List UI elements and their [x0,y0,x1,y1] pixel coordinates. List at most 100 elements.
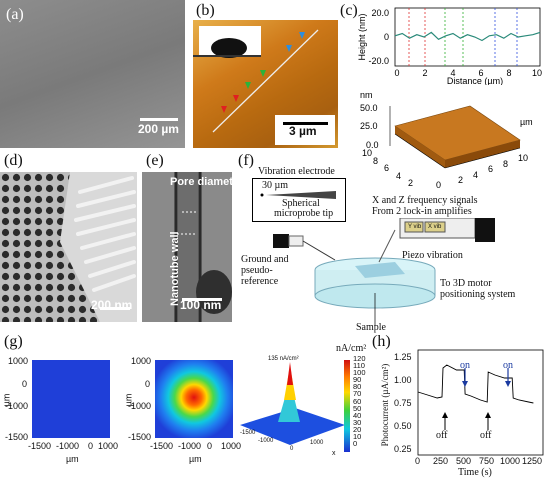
g2-ylabel: µm [123,393,134,407]
g3-tick-0: -1500 [240,430,256,436]
pore-diameter-label: Pore diameter [170,176,244,188]
h-ytick-2: 0.75 [394,398,412,408]
g3-xlabel: x [332,450,336,457]
sem-image-a [0,0,185,148]
c-xtick-3: 6 [478,68,483,78]
cb-3: 90 [353,375,362,385]
h-ytick-0: 1.25 [394,352,412,362]
surf-y-5: 10 [518,153,528,163]
afm-overlay-b [193,26,335,145]
cb-0: 120 [353,354,366,363]
surf-x-4: 2 [408,178,413,188]
g2-xlabel: µm [189,454,202,464]
surf-x-2: 6 [384,163,389,173]
g1-ylabel: µm [1,393,12,407]
g1-ytick-3: -1500 [5,432,29,442]
g1-ytick-0: 1000 [8,356,29,366]
g2-ytick-3: -1500 [128,432,152,442]
cb-6: 60 [353,396,362,406]
sample-label: Sample [356,322,386,333]
height-profile-line [394,31,541,42]
tip-label-2: microprobe tip [274,208,334,219]
freq-label-1: X and Z frequency signals [372,195,478,206]
c-ylabel: Height (nm) [357,13,367,60]
photocurrent-line [417,364,534,404]
panel-label-a: (a) [6,6,24,23]
cb-8: 40 [353,410,362,420]
surf-z-1: 25.0 [360,121,378,131]
surf-y-1: 2 [458,175,463,185]
h-ytick-4: 0.25 [394,444,412,454]
freq-label-2: From 2 lock-in amplifies [372,206,472,217]
c-xtick-0: 0 [394,68,399,78]
surf-x-0: 10 [362,148,372,158]
cb-12: 0 [353,439,358,449]
g3-tick-1: -1000 [258,438,274,444]
h-xlabel: Time (s) [458,467,492,478]
g2-xtick-0: -1500 [150,441,174,451]
h-xtick-2: 500 [456,456,472,466]
g-colorbar-labels: 120 110 100 90 80 70 60 50 40 30 20 10 0 [353,354,373,449]
photocurrent-chart [417,349,544,456]
tip-size-label: 30 µm [262,180,289,191]
cb-7: 50 [353,403,362,413]
surf-y-2: 4 [473,170,478,180]
h-xtick-0: 0 [415,456,421,466]
svet-setup-diagram [273,218,495,326]
motor-label-2: positioning system [440,289,516,300]
g-peak: 135 nA/cm² [268,356,299,362]
c-xlabel: Distance (µm) [447,76,503,85]
g-unit: nA/cm² [336,343,367,354]
g2-ytick-0: 1000 [131,356,152,366]
g1-xtick-0: -1500 [28,441,52,451]
cb-2: 100 [353,368,366,378]
h-on-2: on [503,360,513,371]
h-xtick-5: 1250 [522,456,543,466]
cb-9: 30 [353,417,362,427]
c-ytick-0: 20.0 [371,8,389,18]
g2-xtick-1: -1000 [178,441,202,451]
panel-label-h: (h) [372,333,391,350]
tip-box [252,178,346,222]
g1-xtick-1: -1000 [56,441,80,451]
x-vib-box: X vib [428,224,442,230]
nanotube-wall-label: Nanotube wall [169,231,181,306]
cb-11: 10 [353,432,362,442]
surf-unit: nm [360,90,373,100]
g2-xtick-3: 1000 [221,441,242,451]
c-xtick-4: 8 [506,68,511,78]
cb-5: 70 [353,389,362,399]
g3-tick-3: 1000 [310,440,324,446]
surf-x-3: 4 [396,171,401,181]
g1-xtick-3: 1000 [98,441,119,451]
panel-label-b: (b) [196,2,215,19]
surf-unit-2: µm [520,117,533,127]
h-ytick-3: 0.50 [394,421,412,431]
motor-label-1: To 3D motor [440,278,492,289]
h-xtick-1: 250 [433,456,449,466]
g1-ytick-2: -1000 [5,401,29,411]
panel-label-f: (f) [238,152,254,169]
g2-ytick-2: -1000 [128,401,152,411]
panel-label-e: (e) [146,152,164,169]
ground-label-2: pseudo- [241,265,273,276]
sem-image-d [0,172,137,322]
g3-tick-2: 0 [290,446,294,452]
svet-maps [32,360,350,452]
h-xtick-3: 750 [479,456,495,466]
h-off-2: off [480,430,492,441]
h-on-1: on [460,360,470,371]
ground-label-3: reference [241,276,279,287]
surf-z-2: 0.0 [366,140,379,150]
cb-1: 110 [353,361,365,371]
scale-label-a: 200 µm [138,122,179,136]
surf-y-4: 8 [503,159,508,169]
h-off-1: off [436,430,448,441]
afm-3d-surface: nm 50.0 25.0 0.0 µm 10 8 6 4 2 0 2 4 6 8… [360,90,533,190]
c-ytick-2: -20.0 [368,56,389,66]
scale-label-e: 100 nm [180,298,222,312]
h-ytick-1: 1.00 [394,375,412,385]
h-ylabel: Photocurrent (µA/cm²) [380,363,390,447]
y-vib-box: Y vib [408,224,422,230]
panel-label-c: (c) [340,2,358,19]
